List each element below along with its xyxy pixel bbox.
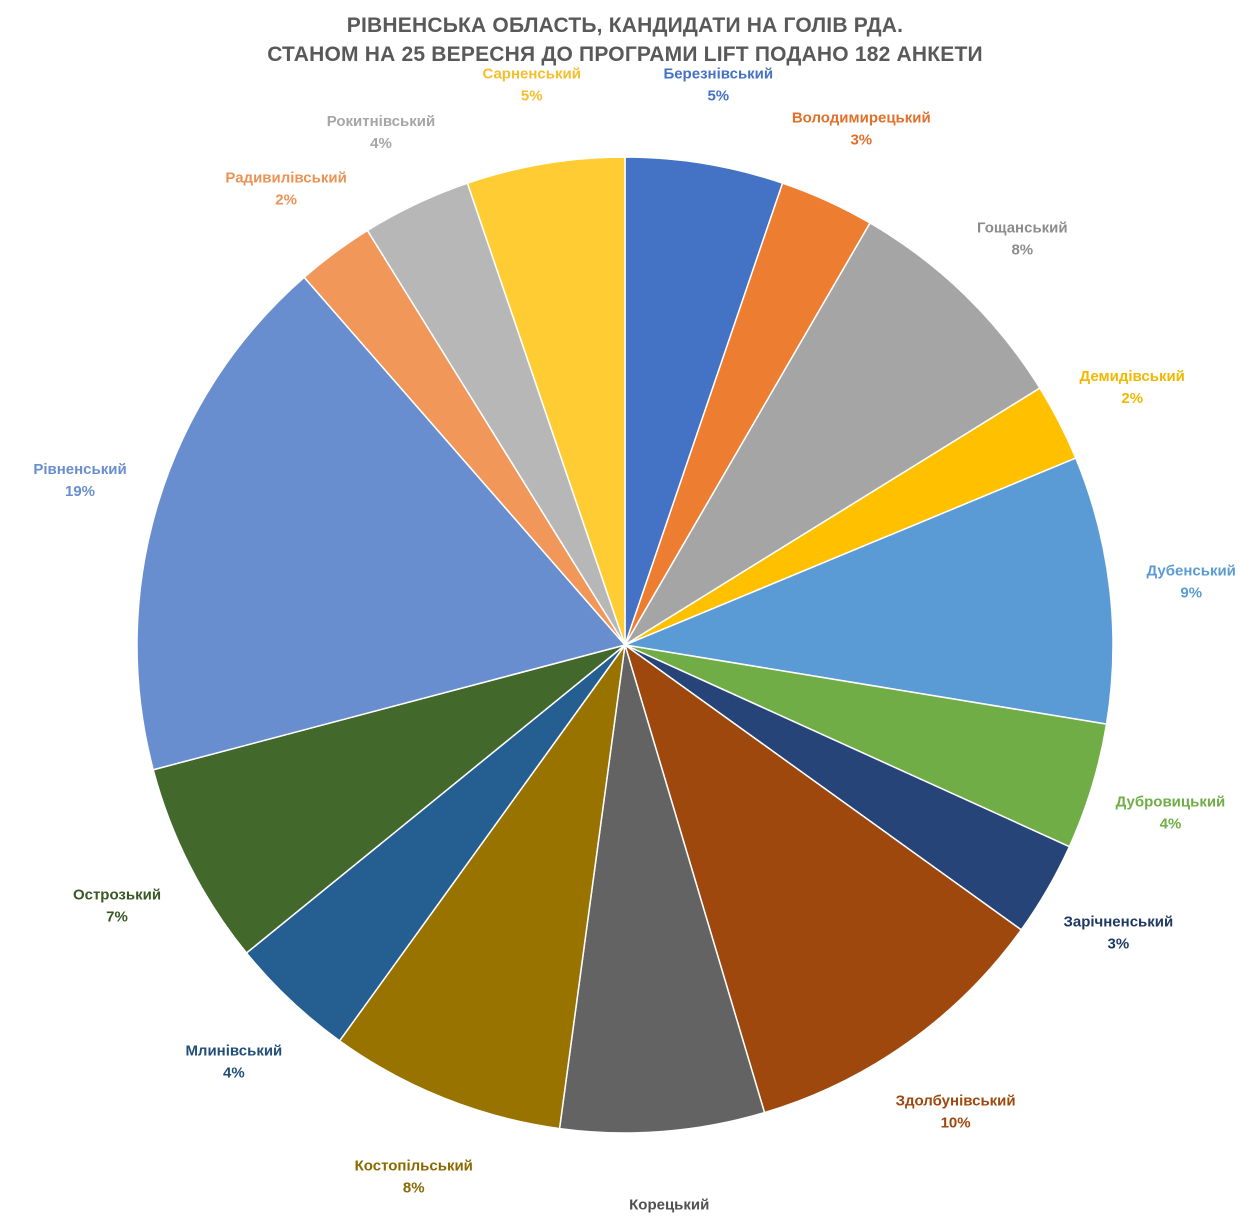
slice-3-name: Гощанський — [977, 219, 1068, 236]
slice-6-percent: 4% — [1160, 815, 1182, 832]
slice-7-percent: 3% — [1108, 935, 1130, 952]
slice-15-label: Рокитнівський 4% — [327, 113, 435, 152]
slice-10-label: Костопільський 8% — [355, 1157, 473, 1196]
slice-6-label: Дубровицький 4% — [1116, 793, 1226, 832]
slice-16-label: Сарненський 5% — [482, 66, 581, 105]
slice-12-wedge — [152, 644, 626, 955]
slice-9-wedge — [558, 644, 766, 1134]
slice-3-percent: 8% — [1011, 241, 1033, 258]
slice-7-name: Зарічненський — [1063, 913, 1173, 930]
slice-14-label: Радивилівський 2% — [225, 170, 346, 209]
slice-16-name: Сарненський — [482, 66, 581, 83]
slice-1-name: Березнівський — [663, 66, 773, 83]
slice-16-wedge — [466, 156, 626, 646]
slice-11-name: Млинівський — [185, 1043, 282, 1060]
slice-9-label: Корецький 7% — [629, 1196, 709, 1221]
slice-15-percent: 4% — [370, 135, 392, 152]
slice-1-label: Березнівський 5% — [663, 66, 773, 105]
slice-5-name: Дубенський — [1147, 563, 1236, 580]
chart-title-line-2: СТАНОМ НА 25 ВЕРЕСНЯ ДО ПРОГРАМИ LIFT ПО… — [267, 43, 983, 66]
slice-5-percent: 9% — [1180, 585, 1202, 602]
slice-15-name: Рокитнівський — [327, 113, 435, 130]
slice-10-wedge — [338, 644, 626, 1130]
slice-8-percent: 10% — [941, 1114, 971, 1131]
slice-4-percent: 2% — [1121, 390, 1143, 407]
slice-8-wedge — [623, 643, 1023, 1114]
slice-12-percent: 7% — [106, 909, 128, 926]
slice-2-name: Володимирецький — [792, 109, 931, 126]
slice-1-percent: 5% — [707, 88, 729, 105]
slice-9-percent: 7% — [658, 1218, 680, 1221]
slice-5-label: Дубенський 9% — [1147, 563, 1236, 602]
slice-10-percent: 8% — [403, 1179, 425, 1196]
slice-11-percent: 4% — [223, 1065, 245, 1082]
slice-13-wedge — [136, 276, 627, 771]
slice-1-wedge — [624, 156, 784, 646]
slice-13-name: Рівненський — [33, 461, 126, 478]
pie-slices — [136, 156, 1114, 1134]
pie-labels: Березнівський 5% Володимирецький 3% Гощанськ… — [33, 66, 1236, 1221]
slice-13-percent: 19% — [65, 483, 95, 500]
slice-2-percent: 3% — [850, 131, 872, 148]
slice-2-label: Володимирецький 3% — [792, 109, 931, 148]
slice-5-wedge — [622, 457, 1114, 726]
slice-7-label: Зарічненський 3% — [1063, 913, 1173, 952]
slice-8-label: Здолбунівський 10% — [896, 1092, 1016, 1131]
slice-4-name: Демидівський — [1080, 368, 1185, 385]
slice-6-name: Дубровицький — [1116, 793, 1226, 810]
slice-14-name: Радивилівський — [225, 170, 346, 187]
slice-14-percent: 2% — [275, 192, 297, 209]
slice-12-name: Острозький — [73, 887, 161, 904]
slice-4-label: Демидівський 2% — [1080, 368, 1185, 407]
slice-8-name: Здолбунівський — [896, 1092, 1016, 1109]
slice-11-label: Млинівський 4% — [185, 1043, 282, 1082]
chart-title-line-1: РІВНЕНСЬКА ОБЛАСТЬ, КАНДИДАТИ НА ГОЛІВ Р… — [346, 14, 904, 37]
slice-16-percent: 5% — [521, 88, 543, 105]
slice-3-wedge — [624, 221, 1041, 646]
slice-13-label: Рівненський 19% — [33, 461, 126, 500]
slice-10-name: Костопільський — [355, 1157, 473, 1174]
slice-9-name: Корецький — [629, 1196, 709, 1213]
slice-3-label: Гощанський 8% — [977, 219, 1068, 258]
slice-12-label: Острозький 7% — [73, 887, 161, 926]
